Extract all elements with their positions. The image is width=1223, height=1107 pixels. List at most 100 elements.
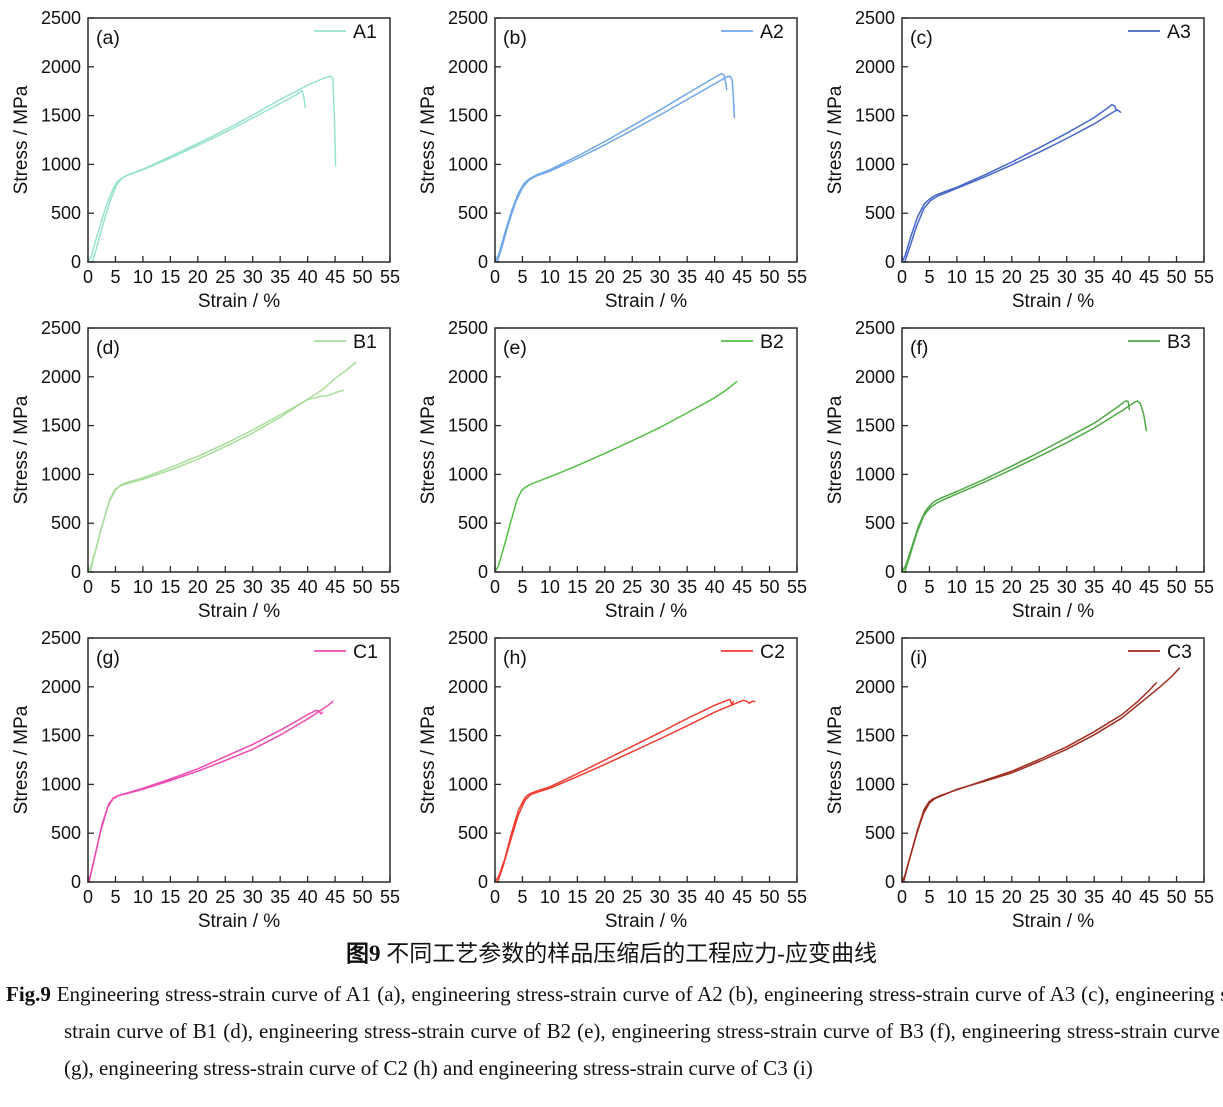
panel-a3: 0 5 10 15 20 25 30 35 40 45 50 55 0 500 1000 1500 2000 25… [814,0,1221,310]
x-tick-label: 20 [595,887,615,907]
caption-english: Fig.9 Engineering stress-strain curve of… [6,976,1223,1087]
x-tick-label: 45 [732,887,752,907]
y-tick-label: 2000 [41,57,81,77]
x-tick-label: 25 [622,267,642,287]
x-tick-label: 5 [517,887,527,907]
x-tick-label: 50 [1167,267,1187,287]
y-tick-label: 0 [478,252,488,272]
x-tick-label: 15 [974,267,994,287]
x-tick-label: 55 [1194,267,1214,287]
x-axis-title: Strain / % [198,601,280,620]
legend-label: A2 [760,21,784,43]
plot-frame [901,637,1205,883]
y-tick-label: 0 [71,562,81,582]
x-tick-label: 30 [650,887,670,907]
series-line [87,709,324,883]
panel-letter: (i) [910,647,927,669]
y-tick-label: 1500 [41,416,81,436]
x-tick-label: 40 [1112,267,1132,287]
legend-label: B1 [353,331,377,353]
x-axis-title: Strain / % [1012,601,1094,620]
y-tick-label: 1500 [41,106,81,126]
x-tick-label: 45 [1139,577,1159,597]
y-tick-label: 0 [478,872,488,892]
caption-en-text: Engineering stress-strain curve of A1 (a… [50,982,1223,1080]
panel-a2: 0 5 10 15 20 25 30 35 40 45 50 55 0 500 1000 1500 2000 25… [407,0,814,310]
x-axis-title: Strain / % [198,291,280,310]
legend-label: B2 [760,331,784,353]
x-tick-label: 30 [243,267,263,287]
y-tick-label: 500 [51,823,81,843]
x-tick-label: 30 [650,577,670,597]
panel-c3-chart: 0 5 10 15 20 25 30 35 40 45 50 55050010001500200025… [825,628,1214,930]
x-tick-label: 25 [215,887,235,907]
x-tick-label: 45 [732,577,752,597]
y-tick-label: 1500 [855,106,895,126]
x-tick-label: 55 [380,577,400,597]
x-tick-label: 15 [974,887,994,907]
x-tick-label: 35 [270,887,290,907]
series-line [496,699,756,883]
y-tick-label: 2500 [855,8,895,28]
x-tick-label: 10 [540,577,560,597]
x-tick-label: 15 [160,267,180,287]
x-axis-title: Strain / % [605,911,687,930]
y-tick-label: 1500 [855,416,895,436]
x-tick-label: 10 [947,887,967,907]
series-line [901,399,1131,573]
y-axis-title: Stress / MPa [825,85,846,194]
y-tick-label: 1500 [855,726,895,746]
x-tick-label: 10 [133,887,153,907]
x-tick-label: 25 [215,577,235,597]
y-tick-label: 1000 [41,464,81,484]
legend-label: C3 [1167,641,1192,663]
series-line [903,400,1148,573]
y-tick-label: 0 [885,872,895,892]
x-tick-label: 15 [567,887,587,907]
series-line [903,109,1118,263]
x-tick-label: 0 [897,887,907,907]
x-tick-label: 0 [897,577,907,597]
x-tick-label: 20 [595,577,615,597]
plot-frame [494,17,798,263]
y-tick-label: 0 [885,252,895,272]
caption-zh-text: 不同工艺参数的样品压缩后的工程应力-应变曲线 [380,941,877,966]
y-tick-label: 0 [71,252,81,272]
x-tick-label: 30 [1057,267,1077,287]
y-tick-label: 2500 [41,318,81,338]
y-axis-title: Stress / MPa [825,705,846,814]
x-axis-title: Strain / % [605,291,687,310]
y-axis-title: Stress / MPa [418,395,439,504]
x-tick-label: 55 [1194,887,1214,907]
panel-letter: (d) [96,337,120,359]
x-tick-label: 25 [1029,887,1049,907]
panel-c2: 0 5 10 15 20 25 30 35 40 45 50 55 0 500 1000 1500 2000 25… [407,620,814,930]
legend-label: A1 [353,21,377,43]
x-tick-label: 45 [1139,887,1159,907]
panel-letter: (f) [910,337,928,359]
x-tick-label: 30 [650,267,670,287]
x-tick-label: 15 [974,577,994,597]
x-tick-label: 50 [353,887,373,907]
x-tick-label: 5 [110,577,120,597]
plot-frame [901,17,1205,263]
y-tick-label: 1000 [448,774,488,794]
plot-frame [87,327,391,573]
y-axis-title: Stress / MPa [11,85,32,194]
x-tick-label: 35 [270,267,290,287]
y-tick-label: 500 [51,203,81,223]
plot-frame [87,17,391,263]
x-tick-label: 5 [924,267,934,287]
x-tick-label: 40 [298,887,318,907]
y-tick-label: 500 [865,203,895,223]
x-tick-label: 5 [110,887,120,907]
x-tick-label: 50 [760,577,780,597]
y-tick-label: 2000 [448,677,488,697]
x-axis-title: Strain / % [605,601,687,620]
panel-b3: 0 5 10 15 20 25 30 35 40 45 50 55 0 500 1000 1500 2000 25… [814,310,1221,620]
x-tick-label: 25 [215,267,235,287]
x-tick-label: 20 [188,267,208,287]
y-tick-label: 2000 [448,367,488,387]
y-tick-label: 2000 [855,367,895,387]
legend-label: A3 [1167,21,1191,43]
